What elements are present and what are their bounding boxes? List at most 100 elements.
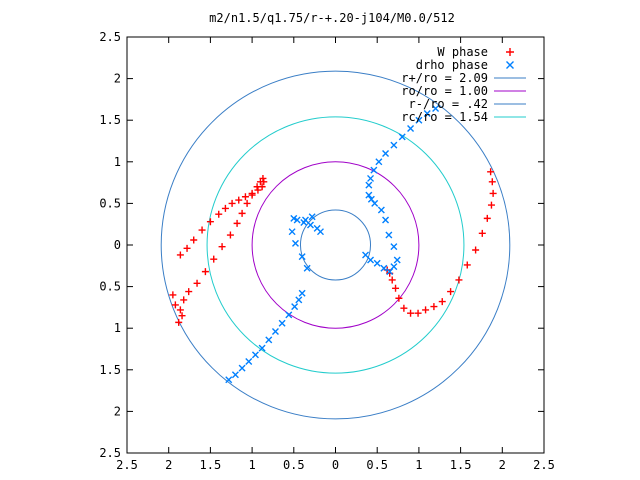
w-phase-point — [210, 255, 218, 263]
w-phase-point — [483, 214, 491, 222]
axis-ticks: 2.5 2 1.5 1 0.5 0 0.5 1 1.5 2 2.52.521.510.500.511… — [99, 30, 555, 472]
y-tick-label: 2 — [114, 404, 121, 418]
drho-phase-point — [298, 289, 306, 297]
w-phase-point — [259, 174, 267, 182]
legend-label: ro/ro = 1.00 — [401, 84, 488, 98]
w-phase-point — [218, 243, 226, 251]
w-phase-point — [487, 168, 495, 176]
drho-phase-point — [365, 191, 373, 199]
w-phase-point — [190, 236, 198, 244]
y-tick-label: 1.5 — [99, 363, 121, 377]
drho-phase-point — [365, 181, 373, 189]
legend-label: r-/ro = .42 — [409, 97, 488, 111]
drho-phase-point — [375, 158, 383, 166]
drho-phase-point — [390, 243, 398, 251]
w-phase-point — [258, 183, 266, 191]
drho-phase-point — [423, 110, 431, 118]
drho-phase-point — [377, 206, 385, 214]
drho-phase-point — [373, 259, 381, 267]
y-tick-label: 1.5 — [99, 113, 121, 127]
w-phase-point — [176, 251, 184, 259]
drho-phase-point — [398, 133, 406, 141]
x-tick-label: 1 — [415, 458, 422, 472]
w-phase-point — [241, 193, 249, 201]
legend-cross-swatch — [506, 61, 514, 69]
legend-label: drho phase — [416, 58, 488, 72]
drho-phase-point — [290, 214, 298, 222]
w-phase-point — [178, 312, 186, 320]
w-phase-point — [180, 296, 188, 304]
drho-phase-point — [367, 174, 375, 182]
w-phase-point — [248, 189, 256, 197]
w-phase-point — [430, 303, 438, 311]
drho-phase-point — [258, 344, 266, 352]
w-phase-point — [243, 199, 251, 207]
drho-phase-point — [291, 239, 299, 247]
drho-phase-point — [382, 216, 390, 224]
drho-phase-point — [265, 336, 273, 344]
x-tick-label: 1.5 — [200, 458, 222, 472]
w-phase-point — [395, 294, 403, 302]
x-tick-label: 1 — [248, 458, 255, 472]
x-tick-label: 2 — [165, 458, 172, 472]
chart-title: m2/n1.5/q1.75/r-+.20-j104/M0.0/512 — [209, 11, 455, 25]
y-tick-label: 0 — [114, 238, 121, 252]
x-tick-label: 0.5 — [366, 458, 388, 472]
reference-circle — [206, 116, 465, 374]
w-phase-point — [221, 204, 229, 212]
drho-phase-series — [225, 105, 440, 384]
drho-phase-point — [308, 213, 316, 221]
w-phase-point — [238, 209, 246, 217]
drho-phase-point — [271, 328, 279, 336]
drho-phase-point — [285, 311, 293, 319]
drho-phase-point — [288, 228, 296, 236]
drho-phase-point — [407, 125, 415, 133]
w-phase-point — [193, 279, 201, 287]
w-phase-point — [488, 178, 496, 186]
w-phase-point — [388, 276, 396, 284]
w-phase-point — [185, 288, 193, 296]
drho-phase-point — [370, 166, 378, 174]
y-tick-label: 0.5 — [99, 196, 121, 210]
drho-phase-point — [415, 116, 423, 124]
w-phase-point — [235, 196, 243, 204]
w-phase-point — [198, 226, 206, 234]
drho-phase-point — [303, 264, 311, 272]
drho-phase-point — [291, 303, 299, 311]
w-phase-series — [169, 168, 497, 326]
drho-phase-point — [238, 364, 246, 372]
drho-phase-point — [385, 231, 393, 239]
w-phase-point — [183, 244, 191, 252]
w-phase-point — [455, 276, 463, 284]
w-phase-point — [414, 309, 422, 317]
w-phase-point — [487, 201, 495, 209]
x-tick-label: 0.5 — [283, 458, 305, 472]
legend-plus-swatch — [506, 48, 514, 56]
drho-phase-point — [386, 268, 394, 276]
y-tick-label: 1 — [114, 155, 121, 169]
w-phase-point — [226, 231, 234, 239]
drho-phase-point — [371, 199, 379, 207]
w-phase-point — [175, 318, 183, 326]
w-phase-point — [206, 218, 214, 226]
x-tick-label: 2.5 — [116, 458, 138, 472]
reference-circle — [299, 209, 372, 281]
drho-phase-point — [225, 376, 233, 384]
w-phase-point — [260, 178, 268, 186]
w-phase-point — [400, 304, 408, 312]
reference-circle — [251, 161, 420, 329]
drho-phase-point — [380, 264, 388, 272]
w-phase-point — [422, 306, 430, 314]
drho-phase-point — [301, 216, 309, 224]
w-phase-point — [176, 306, 184, 314]
x-tick-label: 0 — [332, 458, 339, 472]
w-phase-point — [472, 246, 480, 254]
w-phase-point — [171, 301, 179, 309]
legend-label: r+/ro = 2.09 — [401, 71, 488, 85]
y-tick-label: 2.5 — [99, 446, 121, 460]
drho-phase-point — [251, 351, 259, 359]
drho-phase-point — [293, 216, 301, 224]
legend-label: rc/ro = 1.54 — [401, 110, 488, 124]
